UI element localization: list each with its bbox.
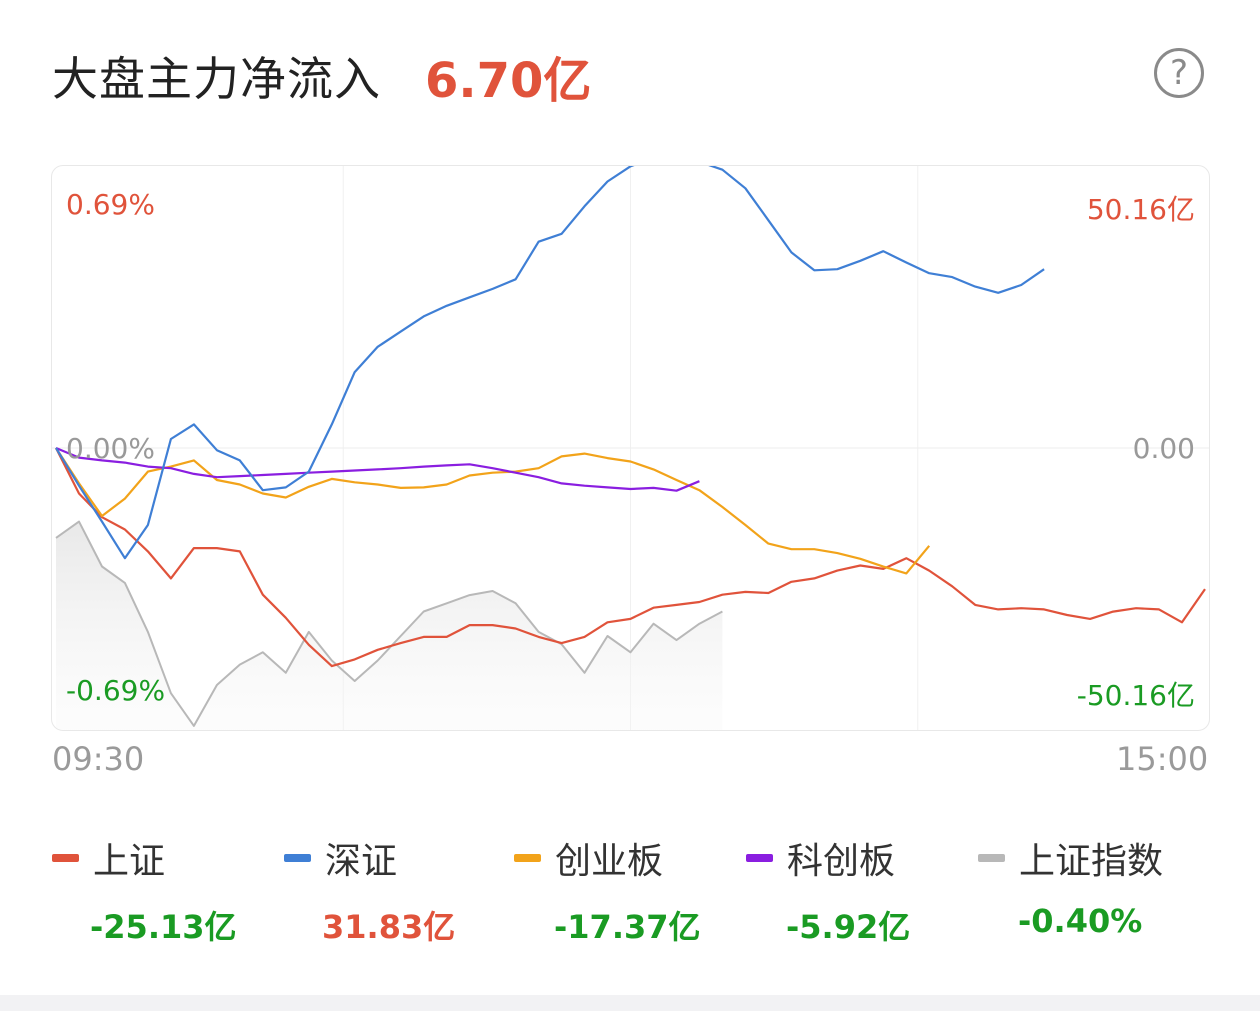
series-area-index [56,521,723,730]
legend-swatch [52,854,79,862]
legend-label: 科创板 [787,841,896,882]
right-axis-bottom-label: -50.16亿 [1076,679,1195,712]
series-line-index [55,520,723,727]
left-axis-top-label: 0.69% [66,188,155,221]
legend-label: 深证 [325,841,398,882]
legend-label: 上证指数 [1019,841,1164,882]
legend-swatch [514,854,541,862]
chart-panel: 0.69% 50.16亿 0.00% 0.00 -0.69% -50.16亿 [51,165,1210,731]
page-title: 大盘主力净流入 [52,52,381,106]
series-line-chuangye [55,447,931,575]
left-axis-zero-label: 0.00% [66,432,155,465]
time-axis-end: 15:00 [1116,740,1209,778]
legend-swatch [284,854,311,862]
series-line-shenzheng [55,166,1045,560]
inflow-line-chart [52,166,1209,730]
time-axis-start: 09:30 [52,740,145,778]
legend-value: -17.37亿 [554,908,701,946]
legend-swatch [746,854,773,862]
legend-item-shenzheng[interactable]: 深证 31.83亿 [284,836,455,946]
legend: 上证 -25.13亿 深证 31.83亿 创业板 -17.37亿 科创板 -5.… [0,836,1260,946]
legend-item-shangzheng[interactable]: 上证 -25.13亿 [52,836,237,946]
help-icon[interactable]: ? [1154,48,1204,98]
series-line-shangzheng [55,447,1206,668]
left-axis-bottom-label: -0.69% [66,674,166,707]
legend-label: 创业板 [555,841,664,882]
legend-item-chuangye[interactable]: 创业板 -17.37亿 [514,836,701,946]
legend-value: 31.83亿 [322,908,456,946]
total-net-inflow-value: 6.70亿 [425,53,592,109]
legend-value: -5.92亿 [786,908,911,946]
legend-label: 上证 [93,841,166,882]
right-axis-zero-label: 0.00 [1132,432,1195,465]
legend-swatch [978,854,1005,862]
legend-item-index[interactable]: 上证指数 -0.40% [978,836,1163,940]
footer-divider [0,995,1260,1011]
right-axis-top-label: 50.16亿 [1086,193,1195,226]
legend-item-kechuang[interactable]: 科创板 -5.92亿 [746,836,910,946]
legend-value: -25.13亿 [90,908,237,946]
legend-value: -0.40% [1018,902,1143,940]
header: 大盘主力净流入 6.70亿 [52,40,591,112]
